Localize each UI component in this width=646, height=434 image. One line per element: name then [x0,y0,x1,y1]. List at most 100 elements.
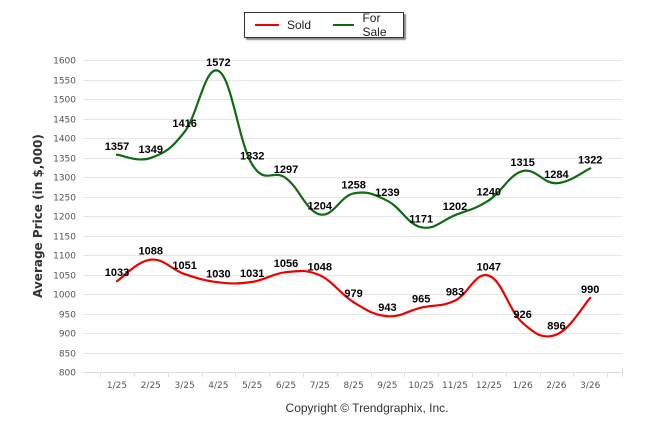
data-point-sold [589,296,592,299]
y-tick-label: 1000 [53,291,76,301]
data-point-for-sale [285,177,287,180]
data-label-sold: 896 [547,321,565,333]
data-label-sold: 1030 [206,268,230,280]
data-point-sold [521,321,524,324]
legend-swatch-sold [255,24,279,26]
data-point-for-sale [149,156,152,159]
data-label-for-sale: 1349 [139,144,163,156]
grid-lines [83,60,622,373]
copyright-footer: Copyright © Trendgraphix, Inc. [0,401,646,415]
data-label-for-sale: 1572 [206,57,230,69]
data-label-sold: 965 [412,294,430,306]
data-point-sold [149,258,152,261]
data-label-for-sale: 1297 [274,164,298,176]
y-tick-label: 800 [59,369,76,379]
data-point-sold [251,280,254,283]
y-axis-label: Average Price (in $,000) [31,134,45,298]
data-point-sold [487,274,490,277]
data-label-sold: 983 [446,287,464,299]
data-label-sold: 1031 [240,268,264,280]
legend-item-for-sale[interactable]: For Sale [333,11,403,39]
y-tick-label: 1600 [53,57,76,67]
x-tick-label: 2/25 [141,381,161,391]
legend-label-for-sale: For Sale [362,11,387,39]
y-tick-label: 1050 [53,272,76,282]
data-label-for-sale: 1240 [477,186,501,198]
data-point-sold [183,273,186,276]
x-tick-label: 2/26 [546,381,566,391]
data-label-for-sale: 1322 [578,154,602,166]
y-tick-label: 1350 [53,155,76,165]
series-lines [115,69,592,338]
x-tick-label: 8/25 [343,381,363,391]
copyright-text: Copyright © Trendgraphix, Inc. [285,401,449,415]
y-tick-label: 900 [59,330,76,340]
data-label-sold: 1088 [139,246,163,258]
y-tick-label: 1200 [53,213,76,223]
data-point-for-sale [183,130,186,133]
legend-item-sold[interactable]: Sold [255,18,311,32]
series-line-for-sale [115,69,592,229]
data-point-for-sale [217,69,220,72]
data-label-for-sale: 1315 [510,157,534,169]
x-tick-label: 12/25 [476,381,502,391]
legend: Sold For Sale [244,11,404,39]
data-point-sold [454,299,456,302]
x-tick-label: 3/26 [580,381,600,391]
data-label-sold: 990 [581,284,599,296]
data-label-sold: 943 [378,302,396,314]
data-point-for-sale [251,163,254,166]
x-tick-label: 6/25 [276,381,296,391]
data-labels: 1033 1088 1051 1030 1031 1056 1048 979 943 965 983… [105,57,603,333]
data-label-for-sale: 1332 [240,151,264,163]
y-tick-label: 1550 [53,77,76,87]
data-label-sold: 1047 [477,262,501,274]
data-label-sold: 979 [344,288,362,300]
data-label-sold: 1056 [274,258,298,270]
y-tick-label: 1100 [53,252,76,262]
data-label-sold: 1048 [308,261,332,273]
data-label-for-sale: 1416 [172,118,196,130]
y-tick-label: 1450 [53,116,76,126]
data-point-sold [555,333,558,336]
y-tick-label: 1500 [53,96,76,106]
data-label-for-sale: 1171 [409,213,433,225]
y-tick-label: 950 [59,311,76,321]
data-point-sold [420,306,423,309]
data-point-sold [217,281,220,284]
data-label-sold: 1033 [105,267,129,279]
legend-swatch-for-sale [333,24,355,26]
data-point-sold [352,301,355,304]
data-point-for-sale [487,199,490,202]
x-tick-label: 9/25 [377,381,397,391]
data-point-for-sale [318,213,321,216]
x-tick-label: 5/25 [242,381,262,391]
data-label-for-sale: 1357 [105,141,129,153]
data-label-sold: 926 [513,309,531,321]
data-point-for-sale [589,167,592,170]
x-tick-label: 1/25 [107,381,127,391]
x-tick-label: 10/25 [408,381,434,391]
x-tick-label: 1/26 [512,381,532,391]
y-tick-label: 1250 [53,194,76,204]
data-label-for-sale: 1204 [308,200,333,212]
data-point-sold [116,280,118,283]
data-point-for-sale [555,182,558,185]
data-point-for-sale [116,153,118,156]
legend-label-sold: Sold [287,18,312,32]
x-axis-ticks: 1/25 2/25 3/25 4/25 5/25 6/25 7/25 8/25 9/25 10/2… [83,368,623,391]
data-point-for-sale [352,192,355,195]
x-tick-label: 3/25 [174,381,194,391]
x-tick-label: 7/25 [310,381,330,391]
data-point-for-sale [454,214,456,217]
x-tick-label: 4/25 [208,381,228,391]
data-point-for-sale [386,199,389,202]
data-point-sold [386,315,389,318]
data-label-for-sale: 1284 [544,169,569,181]
data-label-for-sale: 1202 [443,201,467,213]
data-point-for-sale [521,170,524,173]
y-tick-label: 850 [59,350,76,360]
data-point-sold [285,271,287,274]
data-point-for-sale [420,226,423,229]
